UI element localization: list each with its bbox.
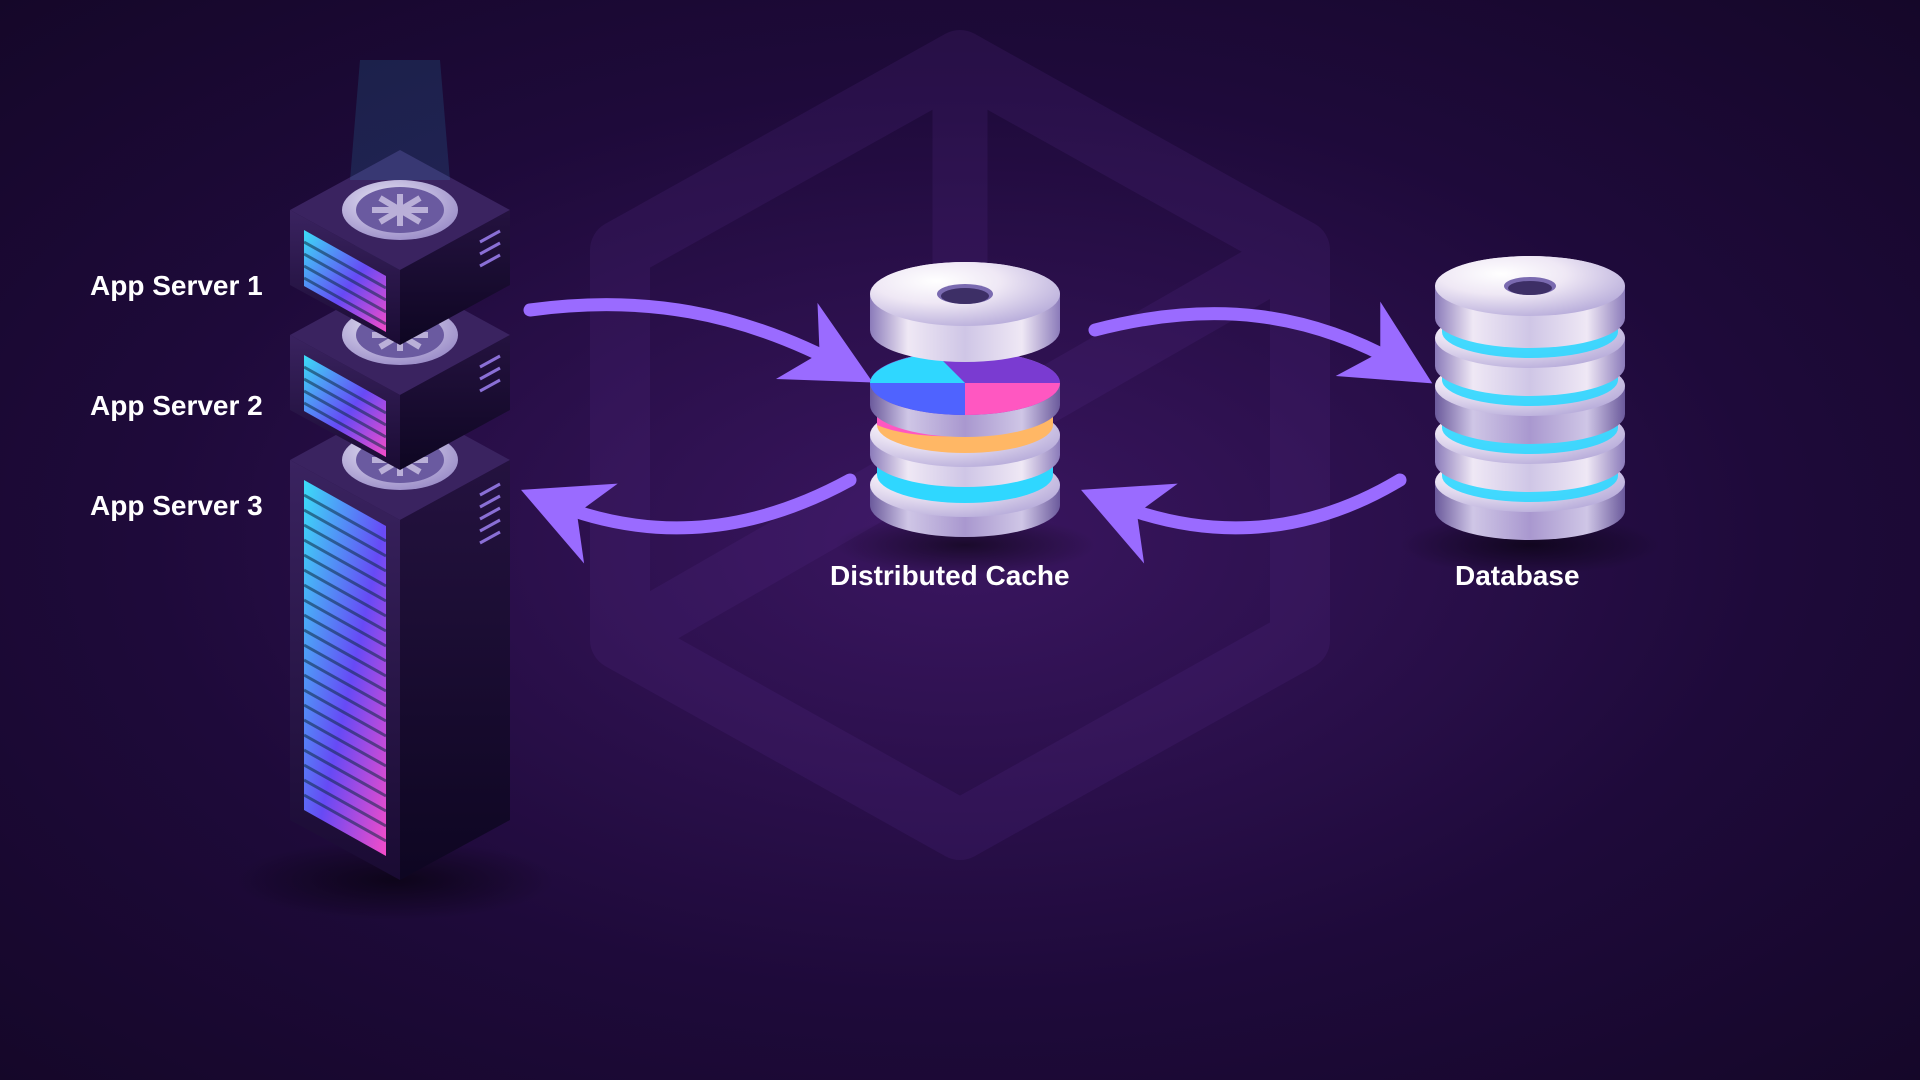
diagram-svg: [0, 0, 1920, 1080]
arrow-db-to-cache: [1105, 480, 1400, 528]
database-icon: [1400, 256, 1660, 575]
server-3-rack: [290, 400, 510, 880]
label-database: Database: [1455, 560, 1580, 592]
label-distributed-cache: Distributed Cache: [830, 560, 1070, 592]
label-server-1: App Server 1: [90, 270, 263, 302]
server-racks: [235, 60, 555, 920]
arrow-servers-to-cache: [530, 305, 850, 370]
diagram-stage: App Server 1 App Server 2 App Server 3 D…: [0, 0, 1920, 1080]
server-1-rack: [290, 60, 510, 345]
label-server-3: App Server 3: [90, 490, 263, 522]
label-server-2: App Server 2: [90, 390, 263, 422]
